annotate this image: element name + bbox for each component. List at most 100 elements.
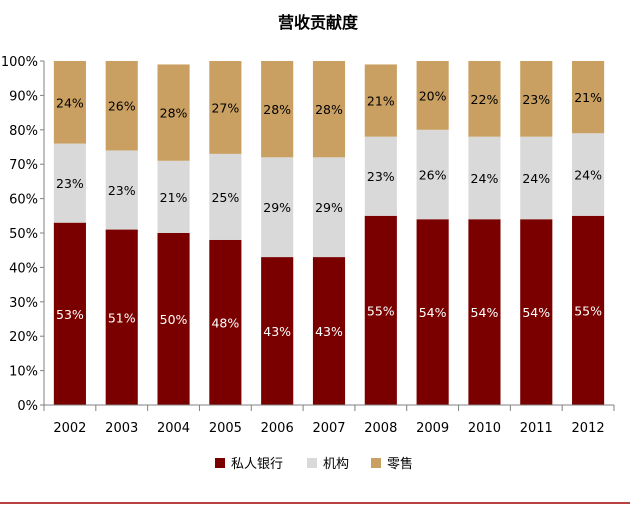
bar-segment [364,64,397,137]
bar-segment [416,61,449,130]
y-tick-label: 10% [9,365,38,380]
bar-segment [157,64,190,161]
x-tick-label: 2002 [53,421,86,436]
x-tick-label: 2010 [468,421,501,436]
y-tick-label: 60% [9,193,38,208]
y-tick-label: 40% [9,261,38,276]
data-label: 29% [315,200,343,215]
data-label: 24% [522,171,550,186]
x-tick-label: 2006 [261,421,294,436]
y-tick-label: 30% [9,296,38,311]
bar-segment [312,61,346,158]
data-label: 23% [56,176,84,191]
data-label: 28% [160,106,188,121]
data-label: 22% [471,92,499,107]
data-label: 24% [574,168,602,183]
data-label: 26% [108,99,136,114]
x-tick-label: 2004 [157,421,190,436]
bar-segment [105,61,138,151]
data-label: 48% [211,315,239,330]
data-label: 24% [471,171,499,186]
bar-segment [572,61,605,134]
data-label: 29% [263,200,291,215]
bar-segment [312,257,346,405]
data-label: 53% [56,307,84,322]
legend-swatch [215,458,225,468]
x-tick-label: 2012 [572,421,605,436]
legend-swatch [307,458,317,468]
bar-segment [157,160,190,233]
data-label: 24% [56,95,84,110]
data-label: 54% [471,305,499,320]
data-label: 21% [160,190,188,205]
bar-segment [157,233,190,405]
bar-segment [520,219,553,405]
legend-label: 私人银行 [231,457,283,472]
bars: 53% 23% 24% 51% 23% 26% 50% 21% 28% 48% 25% 27% 43% 2… [53,61,605,405]
bar-segment [572,215,605,405]
legend: 私人银行 机构 零售 [215,456,413,472]
bar-segment [520,61,553,137]
x-axis: 2002 2003 2004 2005 2006 2007 2008 2009 2010 2011… [43,404,615,436]
data-label: 51% [108,310,136,325]
data-label: 21% [574,90,602,105]
data-label: 50% [160,312,188,327]
x-tick-label: 2009 [416,421,449,436]
y-axis: 0% 10% 20% 30% 40% 50% 60% 70% 80% 90% 100% [1,55,45,414]
bar-segment [105,229,138,405]
x-tick-label: 2011 [520,421,553,436]
x-tick-label: 2008 [364,421,397,436]
bar-segment [53,222,86,405]
data-label: 28% [315,102,343,117]
data-label: 25% [211,190,239,205]
legend-label: 零售 [387,456,413,472]
bar-segment [468,219,501,405]
y-tick-label: 50% [9,227,38,242]
data-label: 54% [522,305,550,320]
bar-segment [416,219,449,405]
x-tick-label: 2005 [209,421,242,436]
bar-segment [261,257,294,405]
legend-label: 机构 [323,457,349,472]
legend-swatch [371,458,381,468]
bar-segment [53,143,86,223]
x-tick-label: 2003 [105,421,138,436]
data-label: 28% [263,102,291,117]
bar-segment [468,61,501,137]
y-tick-label: 0% [17,399,38,414]
data-label: 55% [367,303,395,318]
bar-segment [261,61,294,158]
data-label: 26% [419,168,447,183]
data-label: 21% [367,94,395,109]
data-label: 54% [419,305,447,320]
bar-segment [105,150,138,230]
bar-segment [209,153,242,240]
bar-segment [364,136,397,216]
bar-segment [520,136,553,220]
bar-segment [209,61,242,154]
y-tick-label: 20% [9,330,38,345]
y-tick-label: 100% [1,55,38,70]
x-tick-label: 2007 [312,421,345,436]
bar-segment [468,136,501,220]
data-label: 27% [211,100,239,115]
bar-segment [416,129,449,220]
data-label: 23% [522,92,550,107]
bar-segment [312,157,346,258]
bar-segment [261,157,294,258]
chart-title: 营收贡献度 [278,13,359,32]
data-label: 55% [574,303,602,318]
y-tick-label: 70% [9,158,38,173]
bar-segment [209,239,242,405]
y-tick-label: 80% [9,124,38,139]
bar-segment [53,61,86,144]
data-label: 23% [108,183,136,198]
data-label: 43% [315,324,343,339]
data-label: 43% [263,324,291,339]
data-label: 20% [419,88,447,103]
data-label: 23% [367,169,395,184]
bar-segment [364,215,397,405]
bar-segment [572,133,605,216]
